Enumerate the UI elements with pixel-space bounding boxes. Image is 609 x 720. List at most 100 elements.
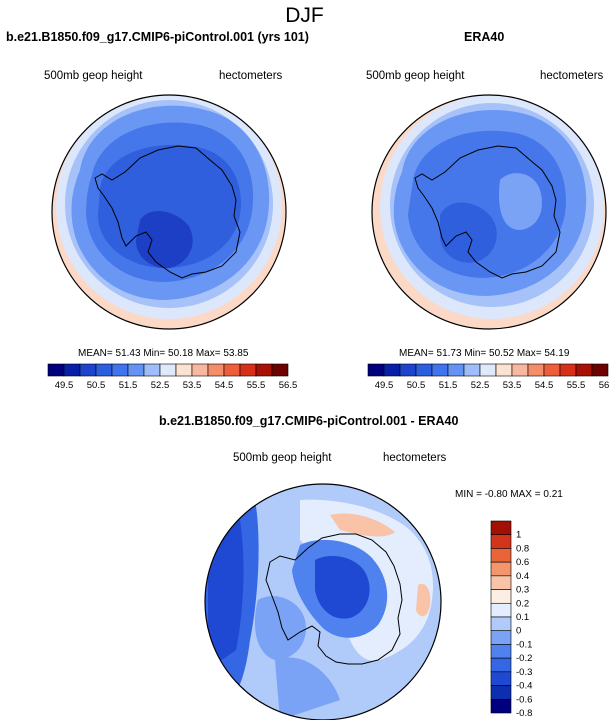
model-colorbar-tick-0: 49.5: [55, 380, 74, 391]
diff-colorbar-tick-6: 0.1: [516, 612, 529, 623]
diff-contour-neg0.2: [254, 596, 306, 660]
obs-colorbar-swatch-11: [543, 363, 561, 377]
model-map: [52, 95, 286, 329]
diff-colorbar-tick-8: -0.1: [516, 639, 532, 650]
diff-units-label: hectometers: [383, 452, 447, 464]
model-colorbar-swatch-5: [127, 363, 145, 377]
diff-colorbar-tick-7: 0: [516, 626, 521, 637]
diff-contour-0.2: [330, 513, 395, 537]
model-colorbar-swatch-0: [47, 363, 65, 377]
obs-colorbar-swatch-0: [367, 363, 385, 377]
model-variable-label: 500mb geop height: [44, 70, 143, 82]
diff-contour-neg0.6-west: [208, 520, 244, 670]
diff-stats: MIN = -0.80 MAX = 0.21: [455, 489, 563, 500]
model-colorbar-swatch-2: [79, 363, 97, 377]
obs-colorbar-swatch-2: [399, 363, 417, 377]
model-colorbar-swatch-11: [223, 363, 241, 377]
model-colorbar: 49.5 50.5 51.5 52.5 53.5 54.5 55.5 56.5: [47, 363, 297, 391]
obs-colorbar-tick-0: 49.5: [375, 380, 394, 391]
model-colorbar-swatch-12: [239, 363, 257, 377]
diff-colorbar-swatch-4: [490, 575, 512, 590]
model-colorbar-swatch-13: [255, 363, 273, 377]
obs-colorbar-tick-3: 52.5: [471, 380, 490, 391]
obs-colorbar-swatch-9: [511, 363, 529, 377]
diff-colorbar-swatch-11: [490, 671, 512, 686]
diff-colorbar-tick-0: 1: [516, 530, 521, 541]
model-colorbar-swatch-8: [175, 363, 193, 377]
model-stats: MEAN= 51.43 Min= 50.18 Max= 53.85: [78, 348, 249, 359]
diff-variable-label: 500mb geop height: [233, 452, 332, 464]
model-antarctica-coastline: [94, 145, 241, 279]
model-colorbar-tick-2: 51.5: [119, 380, 138, 391]
obs-colorbar-swatch-4: [431, 363, 449, 377]
diff-map: [205, 484, 441, 720]
diff-colorbar-swatch-7: [490, 616, 512, 632]
diff-colorbar-tick-11: -0.4: [516, 681, 532, 692]
obs-colorbar: 49.5 50.5 51.5 52.5 53.5 54.5 55.5 56.5: [367, 363, 609, 391]
diff-map-border: [204, 483, 442, 720]
model-map-border: [51, 94, 287, 330]
diff-colorbar-swatch-3: [490, 561, 512, 577]
obs-colorbar-swatch-14: [591, 363, 609, 377]
diff-contour-0.1-east: [416, 583, 431, 617]
model-colorbar-tick-3: 52.5: [151, 380, 170, 391]
diff-colorbar-swatch-6: [490, 602, 512, 618]
obs-colorbar-swatch-12: [559, 363, 577, 377]
obs-colorbar-tick-4: 53.5: [503, 380, 522, 391]
diff-colorbar-swatch-1: [490, 534, 512, 549]
obs-contour-51: [440, 202, 497, 263]
model-colorbar-tick-4: 53.5: [183, 380, 202, 391]
obs-colorbar-swatch-7: [479, 363, 497, 377]
figure-title: DJF: [285, 4, 324, 27]
obs-colorbar-swatch-6: [463, 363, 481, 377]
obs-antarctica-coastline: [414, 145, 561, 279]
diff-colorbar-tick-4: 0.3: [516, 585, 529, 596]
obs-map: [372, 95, 606, 329]
diff-colorbar-swatch-5: [490, 589, 512, 604]
obs-colorbar-tick-2: 51.5: [439, 380, 458, 391]
diff-colorbar-tick-12: -0.6: [516, 694, 532, 705]
obs-units-label: hectometers: [540, 70, 604, 82]
obs-colorbar-tick-5: 54.5: [535, 380, 554, 391]
obs-variable-label: 500mb geop height: [366, 70, 465, 82]
model-colorbar-swatch-7: [159, 363, 177, 377]
diff-colorbar: 1 0.8 0.6 0.4 0.3 0.2 0.1 0 -0.1 -0.2 -0.3 -0.4 -0.6…: [490, 520, 532, 719]
diff-contour-neg0.2-south: [275, 657, 340, 720]
obs-colorbar-swatch-8: [495, 363, 513, 377]
obs-panel-title: ERA40: [464, 30, 505, 44]
diff-colorbar-tick-5: 0.2: [516, 598, 529, 609]
obs-colorbar-swatch-13: [575, 363, 593, 377]
diff-contour-neg0.6: [315, 556, 370, 619]
model-colorbar-tick-1: 50.5: [87, 380, 106, 391]
obs-colorbar-tick-6: 55.5: [567, 380, 586, 391]
obs-colorbar-tick-7: 56.5: [599, 380, 609, 391]
obs-map-border: [371, 94, 607, 330]
diff-colorbar-tick-13: -0.8: [516, 708, 532, 719]
model-colorbar-tick-5: 54.5: [215, 380, 234, 391]
obs-colorbar-swatch-3: [415, 363, 433, 377]
diff-colorbar-swatch-0: [490, 520, 512, 536]
diff-colorbar-tick-3: 0.4: [516, 571, 529, 582]
model-colorbar-swatch-6: [143, 363, 161, 377]
diff-colorbar-swatch-9: [490, 644, 512, 659]
model-colorbar-tick-6: 55.5: [247, 380, 266, 391]
diff-colorbar-tick-2: 0.6: [516, 557, 529, 568]
diff-colorbar-swatch-12: [490, 685, 512, 700]
model-colorbar-swatch-9: [191, 363, 209, 377]
model-contour-51: [98, 144, 242, 268]
obs-stats: MEAN= 51.73 Min= 50.52 Max= 54.19: [399, 348, 570, 359]
diff-colorbar-tick-10: -0.3: [516, 667, 532, 678]
diff-colorbar-tick-1: 0.8: [516, 543, 529, 554]
diff-colorbar-swatch-8: [490, 630, 512, 645]
diff-colorbar-swatch-2: [490, 548, 512, 563]
obs-colorbar-swatch-10: [527, 363, 545, 377]
model-colorbar-swatch-4: [111, 363, 129, 377]
model-colorbar-swatch-14: [271, 363, 289, 377]
obs-colorbar-tick-1: 50.5: [407, 380, 426, 391]
diff-panel-title: b.e21.B1850.f09_g17.CMIP6-piControl.001 …: [159, 414, 459, 428]
obs-colorbar-swatch-1: [383, 363, 401, 377]
model-units-label: hectometers: [219, 70, 283, 82]
model-colorbar-swatch-3: [95, 363, 113, 377]
diff-colorbar-swatch-13: [490, 698, 512, 714]
